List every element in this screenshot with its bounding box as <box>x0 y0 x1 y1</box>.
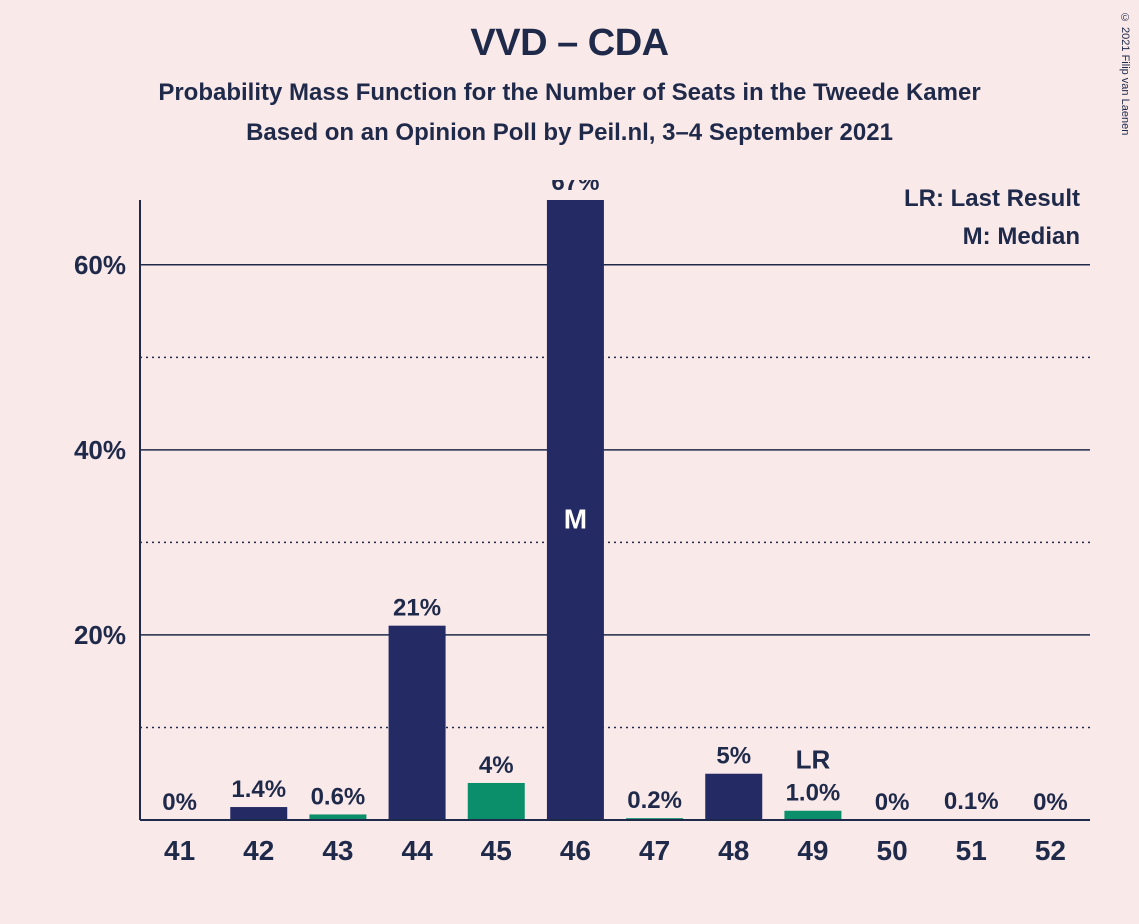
x-tick-label: 50 <box>877 835 908 866</box>
last-result-tag: LR <box>796 745 831 775</box>
chart-subtitle-2: Based on an Opinion Poll by Peil.nl, 3–4… <box>0 119 1139 147</box>
chart-container: LR: Last Result M: Median 20% 40% 60% 0% 1.4… <box>60 180 1100 860</box>
bar-value-label: 0.1% <box>944 788 999 815</box>
bar <box>230 807 287 820</box>
bar-value-label: 0% <box>1033 789 1068 816</box>
x-tick-label: 51 <box>956 835 987 866</box>
x-tick-label: 47 <box>639 835 670 866</box>
x-tick-label: 42 <box>243 835 274 866</box>
bar-value-label: 0.2% <box>627 787 682 814</box>
x-tick-label: 52 <box>1035 835 1066 866</box>
x-tick-label: 46 <box>560 835 591 866</box>
chart-title: VVD – CDA <box>0 22 1139 65</box>
y-tick-label: 40% <box>74 435 126 465</box>
x-tick-label: 43 <box>322 835 353 866</box>
median-tag: M <box>564 504 587 535</box>
title-block: VVD – CDA Probability Mass Function for … <box>0 0 1139 147</box>
bar-value-label: 67% <box>551 180 599 196</box>
bar-value-label: 21% <box>393 595 441 622</box>
bar <box>468 783 525 820</box>
bar <box>389 626 446 820</box>
bar-value-label: 5% <box>716 743 751 770</box>
bar-value-label: 0% <box>162 789 197 816</box>
copyright-text: © 2021 Filip van Laenen <box>1119 12 1131 135</box>
x-tick-label: 41 <box>164 835 195 866</box>
bar-value-label: 1.0% <box>786 780 841 807</box>
bar-value-label: 4% <box>479 752 514 779</box>
bar <box>705 774 762 820</box>
chart-subtitle: Probability Mass Function for the Number… <box>0 79 1139 107</box>
bar <box>784 811 841 820</box>
bar-value-label: 0% <box>875 789 910 816</box>
x-tick-label: 45 <box>481 835 512 866</box>
y-tick-label: 20% <box>74 620 126 650</box>
x-tick-label: 44 <box>402 835 434 866</box>
legend: LR: Last Result M: Median <box>904 180 1080 257</box>
legend-lr: LR: Last Result <box>904 180 1080 218</box>
legend-m: M: Median <box>904 218 1080 256</box>
bar-chart: 20%40%60%0%1.4%0.6%21%4%67%M0.2%5%1.0%LR… <box>60 180 1100 880</box>
x-tick-label: 48 <box>718 835 749 866</box>
bar-value-label: 0.6% <box>311 783 366 810</box>
y-tick-label: 60% <box>74 250 126 280</box>
bar-value-label: 1.4% <box>231 776 286 803</box>
x-tick-label: 49 <box>797 835 828 866</box>
